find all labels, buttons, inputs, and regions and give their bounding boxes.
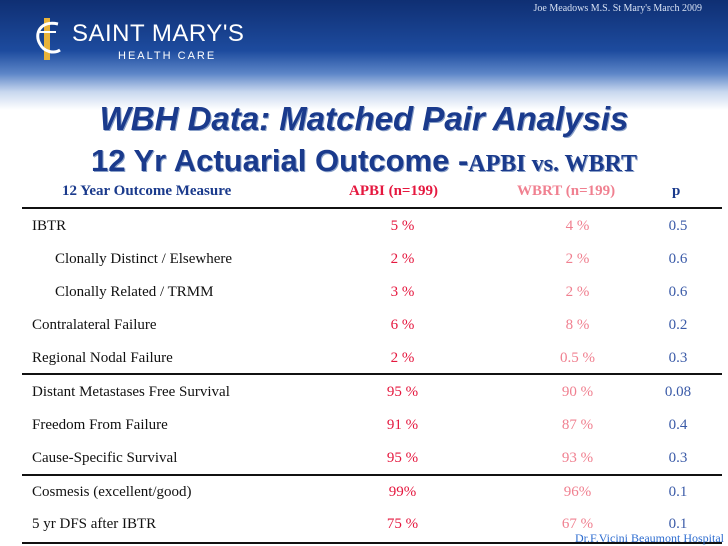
header-rule bbox=[22, 207, 722, 209]
table-row: Distant Metastases Free Survival 95 % 90… bbox=[0, 377, 728, 409]
table-row: Regional Nodal Failure 2 % 0.5 % 0.3 bbox=[0, 343, 728, 375]
table-row: Clonally Distinct / Elsewhere 2 % 2 % 0.… bbox=[0, 244, 728, 276]
p-value: 0.08 bbox=[664, 384, 692, 400]
wbrt-value: 90 % bbox=[561, 384, 594, 400]
section-rule bbox=[22, 474, 722, 476]
wbrt-value: 8 % bbox=[565, 317, 590, 333]
p-value: 0.1 bbox=[668, 516, 688, 532]
apbi-value: 6 % bbox=[390, 317, 415, 333]
table-row: Contralateral Failure 6 % 8 % 0.2 bbox=[0, 310, 728, 342]
logo-subtitle: HEALTH CARE bbox=[118, 50, 217, 62]
apbi-value: 75 % bbox=[386, 516, 419, 532]
wbrt-value: 67 % bbox=[561, 516, 594, 532]
p-value: 0.6 bbox=[668, 284, 688, 300]
p-value: 0.3 bbox=[668, 450, 688, 466]
apbi-value: 2 % bbox=[390, 350, 415, 366]
apbi-value: 95 % bbox=[386, 384, 419, 400]
header-apbi: APBI (n=199) bbox=[349, 183, 438, 199]
wbrt-value: 96% bbox=[563, 484, 592, 500]
header-band bbox=[0, 0, 728, 92]
slide-title-line1: WBH Data: Matched Pair Analysis bbox=[99, 100, 629, 137]
header-wbrt: WBRT (n=199) bbox=[517, 183, 616, 199]
wbrt-value: 2 % bbox=[565, 251, 590, 267]
logo-emblem-icon bbox=[36, 18, 61, 60]
section-rule bbox=[22, 373, 722, 375]
row-label: Cause-Specific Survival bbox=[32, 450, 178, 466]
p-value: 0.5 bbox=[668, 218, 688, 234]
apbi-value: 5 % bbox=[390, 218, 415, 234]
table-row: Freedom From Failure 91 % 87 % 0.4 bbox=[0, 410, 728, 442]
table-row: Cosmesis (excellent/good) 99% 96% 0.1 bbox=[0, 477, 728, 509]
wbrt-value: 0.5 % bbox=[560, 350, 595, 366]
header-p: p bbox=[672, 183, 681, 199]
table-row: Clonally Related / TRMM 3 % 2 % 0.6 bbox=[0, 277, 728, 309]
row-label: 5 yr DFS after IBTR bbox=[32, 516, 157, 532]
row-label: Contralateral Failure bbox=[32, 317, 157, 333]
title-comparison: APBI vs. WBRT bbox=[468, 151, 638, 177]
p-value: 0.2 bbox=[668, 317, 688, 333]
apbi-value: 91 % bbox=[386, 417, 419, 433]
slide-title-line2: 12 Yr Actuarial Outcome -APBI vs. WBRT bbox=[0, 143, 728, 179]
p-value: 0.4 bbox=[668, 417, 688, 433]
row-label: Freedom From Failure bbox=[32, 417, 168, 433]
table-row: 5 yr DFS after IBTR 75 % 67 % 0.1 bbox=[0, 509, 728, 541]
p-value: 0.3 bbox=[668, 350, 688, 366]
row-label: Regional Nodal Failure bbox=[32, 350, 173, 366]
apbi-value: 3 % bbox=[390, 284, 415, 300]
apbi-value: 99% bbox=[388, 484, 417, 500]
table-row: IBTR 5 % 4 % 0.5 bbox=[0, 211, 728, 243]
wbrt-value: 87 % bbox=[561, 417, 594, 433]
title-main: 12 Yr Actuarial Outcome - bbox=[90, 143, 469, 178]
apbi-value: 95 % bbox=[386, 450, 419, 466]
row-label: Clonally Related / TRMM bbox=[55, 284, 214, 300]
header-fade bbox=[0, 92, 728, 110]
wbrt-value: 2 % bbox=[565, 284, 590, 300]
p-value: 0.1 bbox=[668, 484, 688, 500]
row-label: IBTR bbox=[32, 218, 67, 234]
wbrt-value: 93 % bbox=[561, 450, 594, 466]
p-value: 0.6 bbox=[668, 251, 688, 267]
header-measure: 12 Year Outcome Measure bbox=[62, 183, 232, 199]
top-credit-text: Joe Meadows M.S. St Mary's March 2009 bbox=[533, 3, 702, 14]
logo-name: SAINT MARY'S bbox=[72, 20, 245, 47]
row-label: Cosmesis (excellent/good) bbox=[32, 484, 192, 500]
bottom-credit-text: Dr.F.Vicini Beaumont Hospital bbox=[575, 531, 724, 545]
wbrt-value: 4 % bbox=[565, 218, 590, 234]
apbi-value: 2 % bbox=[390, 251, 415, 267]
row-label: Distant Metastases Free Survival bbox=[32, 384, 230, 400]
table-row: Cause-Specific Survival 95 % 93 % 0.3 bbox=[0, 443, 728, 475]
footer-rule bbox=[22, 542, 722, 544]
row-label: Clonally Distinct / Elsewhere bbox=[55, 251, 233, 267]
saint-marys-logo: SAINT MARY'S HEALTH CARE bbox=[30, 14, 244, 66]
